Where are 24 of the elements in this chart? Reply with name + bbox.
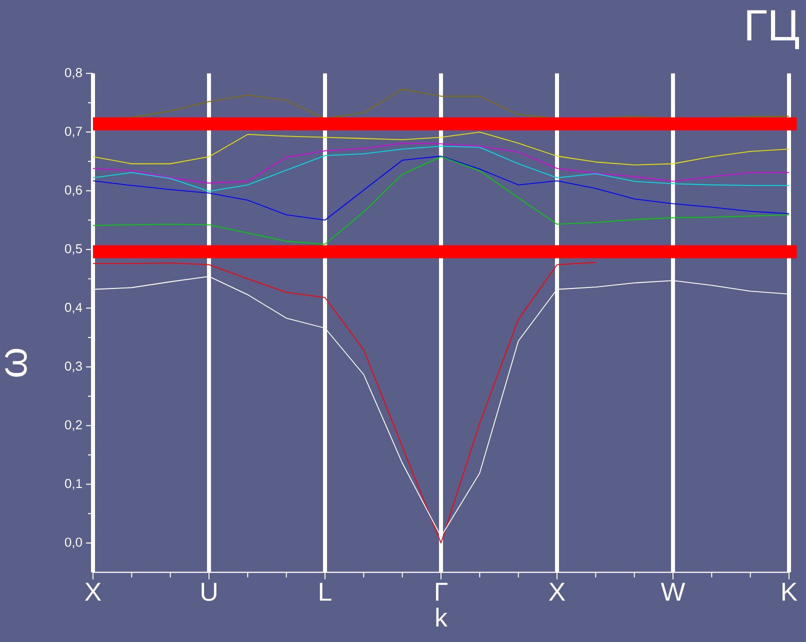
x-tick-label: X [84,582,102,601]
y-tick-label: 0,4 [64,302,82,314]
x-tick-label: K [782,582,798,601]
line-series [92,262,596,544]
y-tick-label: 0,6 [64,185,82,196]
x-tick-label: Γ [436,582,448,601]
y-tick-label: 0,7 [64,126,82,138]
line-series [92,132,790,166]
y-tick-label: 0,5 [64,244,82,255]
y-tick-label: 0,8 [64,68,82,79]
line-series [92,142,790,184]
y-tick-label: 0,1 [64,478,82,490]
x-tick-label: X [548,582,566,601]
x-tick-label: U [202,582,216,601]
y-axis-title: ω [5,348,27,377]
y-tick-label: 0,3 [64,362,82,372]
line-series [92,156,790,221]
x-axis-title: k [436,608,448,627]
y-tick-label: 0,0 [64,538,82,548]
x-tick-label: L [320,582,332,601]
text: ГЦ [747,10,800,50]
x-tick-label: W [660,582,686,601]
y-tick-label: 0,2 [64,420,82,431]
line-series [92,146,790,192]
